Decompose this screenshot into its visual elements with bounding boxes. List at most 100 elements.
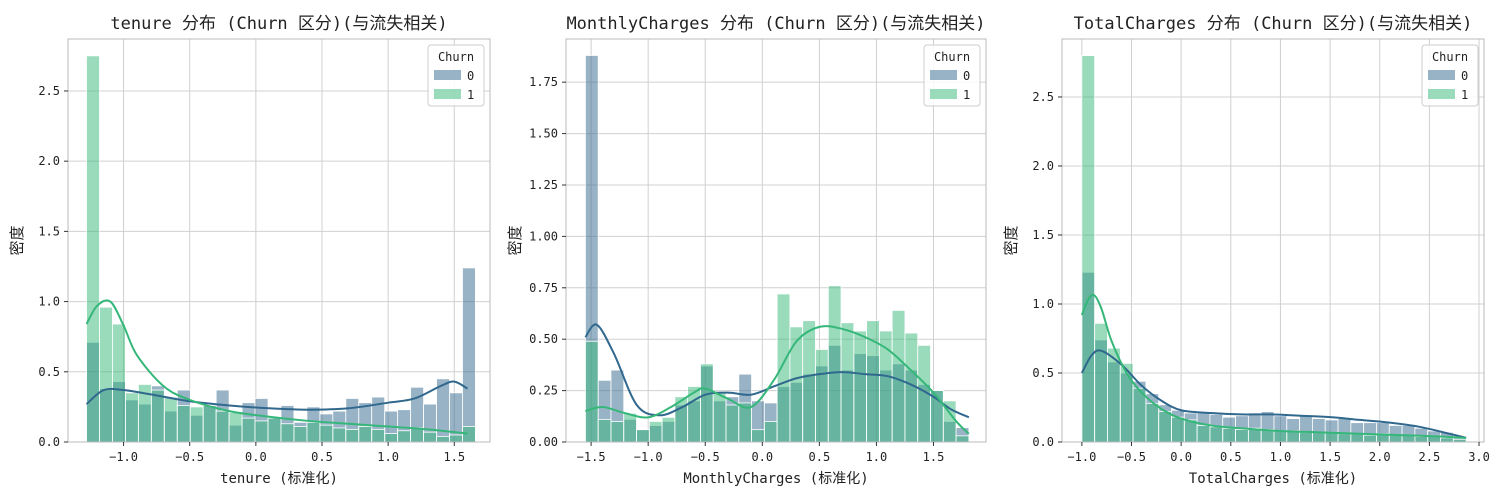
histogram-bar: [462, 426, 476, 443]
x-axis-label: MonthlyCharges (标准化): [683, 471, 868, 487]
x-tick-label: 2.0: [1369, 450, 1391, 464]
histogram-bar: [1350, 433, 1365, 443]
y-tick-label: 0.0: [38, 435, 60, 449]
histogram-bar: [397, 430, 412, 443]
x-tick-label: 1.0: [866, 450, 888, 464]
histogram-bar: [163, 396, 178, 443]
histogram-bar: [712, 392, 727, 443]
legend-title: Churn: [934, 50, 970, 64]
histogram-bar: [267, 417, 282, 443]
histogram-bar: [332, 427, 347, 443]
chart-panel-3: −1.0 −0.5 0.0 0.5 1.0 1.5 2.0 2.5 3.0 0.0 0.5 1.0 1.…: [1002, 14, 1490, 487]
legend-label-churn-0: 0: [963, 69, 970, 83]
histogram-bar: [306, 421, 321, 443]
histogram-bar: [319, 424, 334, 443]
histogram-bar: [1414, 436, 1429, 443]
histogram-bar: [1196, 425, 1211, 443]
histogram-bar: [738, 402, 752, 443]
x-tick-label: 0.5: [1220, 450, 1242, 464]
legend-label-churn-1: 1: [1461, 88, 1468, 102]
y-tick-label: 1.5: [38, 224, 60, 238]
legend-swatch-churn-0: [434, 70, 461, 80]
legend-title: Churn: [438, 50, 474, 64]
histogram-bar: [648, 421, 663, 443]
x-tick-label: −1.0: [634, 450, 663, 464]
histogram-bar: [150, 389, 165, 443]
y-tick-label: 0.50: [529, 332, 558, 346]
legend-swatch-churn-1: [434, 89, 461, 99]
histogram-bar: [1337, 433, 1352, 443]
x-tick-label: 0.0: [751, 450, 773, 464]
y-tick-label: 1.50: [529, 127, 558, 141]
kde-line-churn-0: [584, 323, 970, 419]
y-tick-label: 0.75: [529, 281, 558, 295]
histogram-bar: [1081, 55, 1096, 443]
legend: Churn 0 1: [1421, 44, 1479, 107]
x-tick-label: −1.5: [577, 450, 606, 464]
y-tick-label: 1.5: [1032, 228, 1054, 242]
legend-swatch-churn-0: [1428, 70, 1455, 80]
legend-label-churn-1: 1: [963, 88, 970, 102]
x-axis-label: TotalCharges (标准化): [1189, 471, 1357, 487]
x-tick-label: 0.5: [311, 450, 333, 464]
y-tick-label: 0.5: [1032, 366, 1054, 380]
y-tick-label: 1.0: [38, 295, 60, 309]
histogram-bar: [763, 421, 778, 443]
histogram-bar: [1235, 429, 1249, 443]
kde-line-churn-1: [1080, 293, 1467, 439]
y-tick-label: 1.0: [1032, 297, 1054, 311]
x-tick-label: 0.0: [245, 450, 267, 464]
legend-title: Churn: [1432, 50, 1468, 64]
x-tick-label: 1.5: [443, 450, 465, 464]
legend-label-churn-0: 0: [467, 69, 474, 83]
histogram-bar: [1388, 434, 1403, 443]
y-tick-label: 2.5: [38, 84, 60, 98]
legend-swatch-churn-1: [930, 89, 957, 99]
y-tick-label: 1.00: [529, 229, 558, 243]
histogram-bar: [1222, 427, 1236, 443]
histogram-bar: [725, 404, 740, 443]
y-tick-label: 0.25: [529, 384, 558, 398]
x-tick-label: −1.0: [1067, 450, 1096, 464]
x-tick-label: −0.5: [175, 450, 204, 464]
histogram-bar: [345, 428, 360, 443]
legend-swatch-churn-1: [1428, 89, 1455, 99]
y-tick-label: 0.5: [38, 365, 60, 379]
legend-label-churn-0: 0: [1461, 69, 1468, 83]
kde-line-churn-1: [585, 325, 970, 435]
x-tick-label: 0.5: [809, 450, 831, 464]
chart-panel-2: −1.5 −1.0 −0.5 0.0 0.5 1.0 1.5 0.00 0.25 0.50 0.75…: [506, 14, 987, 487]
histogram-bar: [436, 378, 450, 443]
histogram-bar: [125, 392, 139, 443]
histogram-bar: [661, 416, 676, 443]
y-tick-label: 0.0: [1032, 435, 1054, 449]
plot-frame: [565, 38, 987, 443]
x-tick-label: −0.5: [1117, 450, 1146, 464]
y-tick-label: 1.25: [529, 178, 558, 192]
y-tick-label: 2.0: [1032, 159, 1054, 173]
histogram-bar: [254, 420, 269, 443]
histogram-bar: [1273, 430, 1288, 443]
histogram-bar: [176, 405, 191, 443]
histogram-bar: [789, 326, 804, 443]
histogram-bar: [776, 293, 791, 443]
kde-line-churn-0: [1080, 349, 1467, 439]
y-axis-label: 密度: [1002, 225, 1020, 255]
histogram-bar: [610, 421, 625, 443]
x-axis-label: tenure (标准化): [220, 471, 338, 487]
histogram-bar: [955, 435, 970, 443]
y-tick-label: 2.5: [1032, 90, 1054, 104]
histogram-bar: [1299, 431, 1313, 443]
histogram-bar: [112, 323, 126, 443]
histogram-bar: [840, 322, 855, 443]
histogram-bar: [827, 285, 842, 443]
y-axis-label: 密度: [8, 225, 26, 255]
chart-panel-1: −1.0 −0.5 0.0 0.5 1.0 1.5 0.0 0.5 1.0 1.5 2.0 2.5 te…: [8, 14, 491, 487]
x-tick-label: −0.5: [691, 450, 720, 464]
x-tick-label: 3.0: [1468, 450, 1490, 464]
histogram-bar: [241, 417, 256, 443]
histogram-bar: [358, 426, 373, 443]
histogram-bar: [597, 418, 612, 443]
x-tick-label: 1.5: [923, 450, 945, 464]
